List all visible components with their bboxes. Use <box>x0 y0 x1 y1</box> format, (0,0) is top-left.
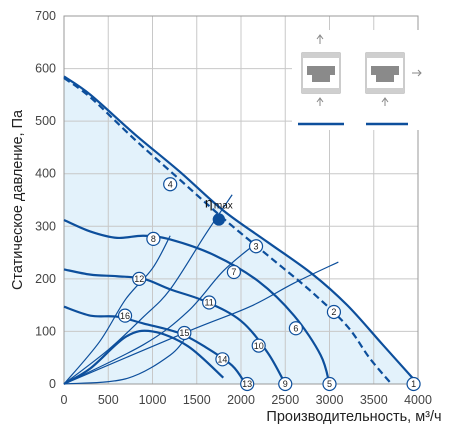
point-marker <box>326 304 342 320</box>
efficiency-max-sub: max <box>214 200 233 211</box>
y-tick-label: 300 <box>35 219 56 233</box>
point-marker-label: 14 <box>217 354 227 364</box>
schematic-vertical-flow <box>298 34 344 126</box>
x-tick-label: 1000 <box>139 393 167 407</box>
fan-schematic-icon <box>292 30 422 130</box>
x-tick-label: 3000 <box>316 393 344 407</box>
point-marker-label: 4 <box>168 179 173 189</box>
point-marker-label: 10 <box>254 341 264 351</box>
point-marker-label: 5 <box>327 379 332 389</box>
grid <box>63 15 419 385</box>
point-marker-label: 8 <box>151 234 156 244</box>
point-marker-label: 6 <box>293 323 298 333</box>
x-tick-label: 500 <box>98 393 119 407</box>
series-line <box>63 218 331 385</box>
schematic-side-flow <box>365 52 422 126</box>
x-tick-label: 2000 <box>227 393 255 407</box>
efficiency-max-label: η <box>205 194 213 210</box>
point-marker <box>240 376 255 392</box>
point-marker-label: 11 <box>204 298 213 308</box>
point-marker-label: 16 <box>120 311 130 321</box>
point-marker <box>251 338 266 353</box>
point-marker <box>177 325 192 341</box>
point-marker <box>146 231 161 247</box>
series-line <box>63 305 247 385</box>
efficiency-line <box>63 194 233 385</box>
dashed-line <box>63 77 393 385</box>
point-marker <box>248 239 264 254</box>
x-tick-label: 0 <box>61 393 68 407</box>
point-marker-label: 7 <box>231 267 236 277</box>
y-tick-label: 200 <box>35 272 56 286</box>
efficiency-line <box>63 235 171 385</box>
y-tick-label: 100 <box>35 324 56 338</box>
x-tick-label: 2500 <box>271 393 299 407</box>
point-marker <box>202 295 217 310</box>
y-tick-label: 600 <box>35 62 56 76</box>
point-marker <box>226 264 242 280</box>
axis-ticks: 0 500 1000 1500 2000 2500 3000 3500 400001002003… <box>35 9 432 407</box>
point-marker <box>288 321 303 336</box>
point-marker-label: 15 <box>179 328 189 338</box>
y-axis-label: Статическое давление, Па <box>10 109 26 290</box>
point-marker-label: 3 <box>254 241 259 251</box>
efficiency-max-point <box>212 213 226 226</box>
efficiency-line <box>63 244 255 385</box>
point-marker <box>117 308 133 323</box>
x-tick-label: 3500 <box>360 393 388 407</box>
point-marker <box>322 376 337 392</box>
x-tick-label: 1500 <box>183 393 211 407</box>
y-tick-label: 0 <box>49 377 56 391</box>
y-tick-label: 400 <box>35 167 56 181</box>
point-marker-label: 1 <box>411 379 416 389</box>
envelope-line <box>63 75 419 385</box>
x-tick-label: 4000 <box>404 393 432 407</box>
point-marker-label: 2 <box>331 307 336 317</box>
point-marker-label: 9 <box>283 379 288 389</box>
x-axis-label: Производительность, м³/ч <box>266 409 441 425</box>
efficiency-line <box>63 261 339 385</box>
series-line <box>63 329 225 385</box>
point-marker-label: 13 <box>242 379 252 389</box>
point-marker <box>163 177 178 192</box>
point-marker <box>406 376 421 392</box>
point-marker <box>215 352 230 367</box>
y-tick-label: 700 <box>35 9 56 23</box>
point-marker-label: 12 <box>134 274 144 284</box>
point-marker <box>278 376 293 392</box>
point-marker <box>132 271 147 286</box>
y-tick-label: 500 <box>35 114 56 128</box>
